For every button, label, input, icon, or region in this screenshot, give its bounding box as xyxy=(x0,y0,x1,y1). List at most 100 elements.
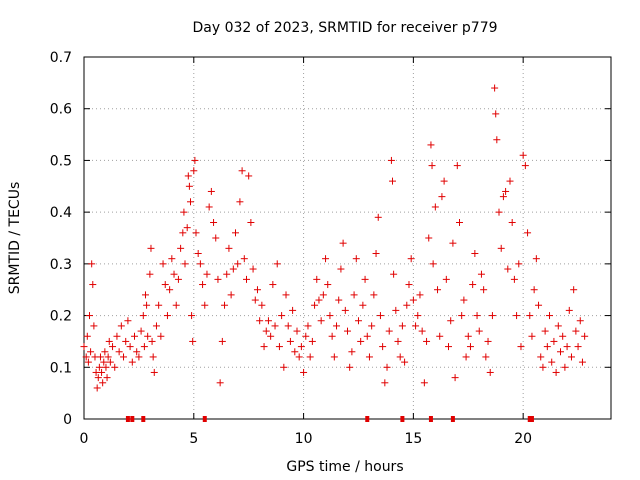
y-axis-label: SRMTID / TECUs xyxy=(7,182,23,295)
axis-mark xyxy=(400,416,405,422)
data-point xyxy=(462,353,470,361)
data-point xyxy=(140,343,148,351)
data-point xyxy=(416,291,424,299)
data-point xyxy=(532,255,540,263)
data-point xyxy=(143,301,151,309)
data-point xyxy=(453,162,461,170)
data-point xyxy=(99,379,107,387)
data-point xyxy=(135,353,143,361)
data-point xyxy=(124,317,132,325)
data-point xyxy=(401,358,409,366)
data-point xyxy=(191,156,199,164)
plot-frame xyxy=(83,56,612,420)
data-point xyxy=(374,213,382,221)
data-point xyxy=(278,312,286,320)
data-point xyxy=(379,343,387,351)
data-point xyxy=(260,343,268,351)
data-point xyxy=(280,363,288,371)
y-tick-label: 0.1 xyxy=(50,360,72,376)
data-point xyxy=(449,239,457,247)
data-point xyxy=(85,312,93,320)
data-point xyxy=(311,301,319,309)
data-point xyxy=(513,312,521,320)
data-point xyxy=(275,343,283,351)
data-point xyxy=(539,363,547,371)
y-tick-label: 0.2 xyxy=(50,309,72,325)
data-point xyxy=(238,167,246,175)
data-point xyxy=(499,193,507,201)
data-point xyxy=(190,167,198,175)
data-point xyxy=(541,327,549,335)
data-point xyxy=(546,312,554,320)
data-point xyxy=(537,353,545,361)
data-point xyxy=(324,281,332,289)
data-point xyxy=(194,250,202,258)
data-point xyxy=(495,208,503,216)
data-point xyxy=(216,379,224,387)
data-point xyxy=(100,358,108,366)
data-point xyxy=(210,218,218,226)
data-point xyxy=(302,332,310,340)
data-point xyxy=(185,182,193,190)
data-point xyxy=(256,317,264,325)
data-point xyxy=(150,368,158,376)
data-point xyxy=(188,312,196,320)
data-point xyxy=(98,368,106,376)
data-point xyxy=(572,327,580,335)
data-point xyxy=(502,187,510,195)
y-tick-label: 0.7 xyxy=(50,50,72,66)
data-point xyxy=(561,363,569,371)
data-point xyxy=(315,296,323,304)
data-point xyxy=(576,317,584,325)
x-tick-label: 10 xyxy=(295,431,313,447)
data-point xyxy=(574,343,582,351)
data-point xyxy=(330,353,338,361)
data-point xyxy=(394,337,402,345)
axis-mark xyxy=(130,416,135,422)
data-point xyxy=(148,337,156,345)
data-point xyxy=(477,270,485,278)
data-point xyxy=(464,332,472,340)
data-point xyxy=(554,322,562,330)
data-point xyxy=(504,265,512,273)
data-point xyxy=(563,343,571,351)
data-point xyxy=(322,255,330,263)
data-point xyxy=(308,337,316,345)
data-point xyxy=(174,275,182,283)
data-point xyxy=(236,198,244,206)
x-tick-label: 20 xyxy=(514,431,532,447)
data-point xyxy=(471,250,479,258)
data-point xyxy=(361,275,369,283)
data-point xyxy=(131,332,139,340)
data-point xyxy=(251,296,259,304)
data-point xyxy=(212,234,220,242)
axis-mark xyxy=(141,416,146,422)
data-point xyxy=(550,337,558,345)
axis-mark xyxy=(428,416,433,422)
data-point xyxy=(227,291,235,299)
data-point xyxy=(412,322,420,330)
data-point xyxy=(528,332,536,340)
data-point xyxy=(381,379,389,387)
data-point xyxy=(146,270,154,278)
data-point xyxy=(352,255,360,263)
data-point xyxy=(469,281,477,289)
data-point xyxy=(159,260,167,268)
data-point xyxy=(425,234,433,242)
x-tick-label: 5 xyxy=(189,431,198,447)
y-axis: 0 0.1 0.2 0.3 0.4 0.5 0.6 0.7 xyxy=(50,50,611,428)
data-point xyxy=(234,260,242,268)
data-point xyxy=(137,327,145,335)
data-point xyxy=(458,312,466,320)
data-point xyxy=(229,265,237,273)
data-point xyxy=(105,337,113,345)
data-point xyxy=(253,286,261,294)
data-point xyxy=(434,286,442,294)
data-point xyxy=(264,317,272,325)
data-point xyxy=(365,353,373,361)
data-point xyxy=(357,337,365,345)
data-point xyxy=(447,317,455,325)
data-points xyxy=(80,84,589,392)
data-point xyxy=(179,229,187,237)
data-point xyxy=(273,260,281,268)
